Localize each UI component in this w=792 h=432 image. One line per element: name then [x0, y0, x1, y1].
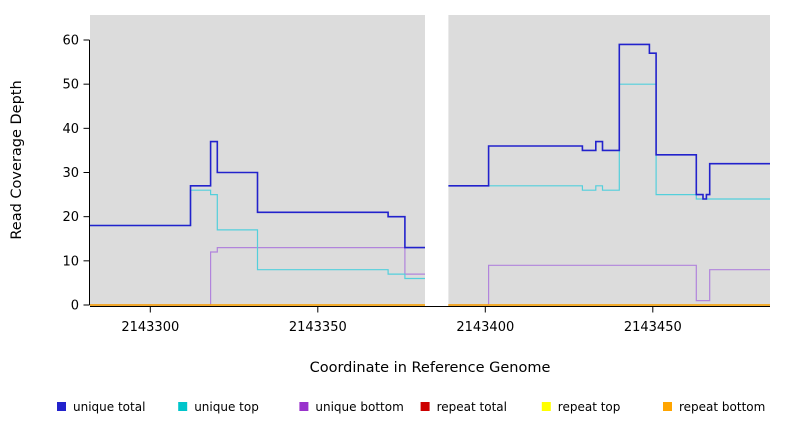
y-tick-label: 10 — [62, 254, 79, 269]
legend-swatch — [57, 402, 66, 411]
plot-area — [90, 13, 770, 306]
y-tick-label: 50 — [62, 78, 79, 93]
x-tick-label: 2143350 — [289, 320, 347, 335]
x-tick-label: 2143450 — [624, 320, 682, 335]
y-tick-label: 20 — [62, 210, 79, 225]
series-line-unique-total — [90, 140, 425, 249]
y-tick-label: 40 — [62, 122, 79, 137]
legend-item: repeat bottom — [663, 400, 765, 414]
legend-swatch — [299, 402, 309, 411]
x-tick-label: 2143400 — [456, 320, 514, 335]
series-line-unique-top — [448, 83, 770, 200]
legend-item-label: unique total — [73, 400, 145, 414]
y-tick-label: 0 — [71, 299, 79, 314]
legend-item: unique top — [178, 400, 259, 414]
y-tick-label: 30 — [62, 166, 79, 181]
y-axis-title: Read Coverage Depth — [9, 80, 25, 239]
legend-item-label: repeat total — [437, 400, 507, 414]
legend-item-label: unique bottom — [315, 400, 403, 414]
legend-item-label: repeat top — [558, 400, 621, 414]
legend-item-label: unique top — [194, 400, 259, 414]
legend-item: unique bottom — [299, 400, 404, 414]
legend-item-label: repeat bottom — [679, 400, 765, 414]
y-tick-label: 60 — [62, 34, 79, 49]
series-lines — [90, 43, 770, 306]
series-line-unique-bottom — [90, 247, 425, 306]
x-tick-label: 2143300 — [121, 320, 179, 335]
legend: unique total unique top unique bottom repea… — [57, 400, 765, 414]
series-line-unique-bottom — [448, 264, 770, 306]
legend-swatch — [541, 402, 551, 411]
series-line-unique-top — [90, 189, 425, 280]
legend-item: repeat top — [541, 400, 621, 414]
legend-item: unique total — [57, 400, 145, 414]
masked-region — [425, 13, 449, 306]
legend-swatch — [663, 402, 672, 411]
axes: 0 10 20 30 40 50 60 2143300 2143350 2143400 214345… — [62, 34, 770, 335]
legend-item: repeat total — [420, 400, 507, 414]
series-line-unique-total — [448, 43, 770, 200]
x-axis-title: Coordinate in Reference Genome — [310, 360, 551, 376]
legend-swatch — [178, 402, 188, 411]
legend-swatch — [420, 402, 430, 411]
